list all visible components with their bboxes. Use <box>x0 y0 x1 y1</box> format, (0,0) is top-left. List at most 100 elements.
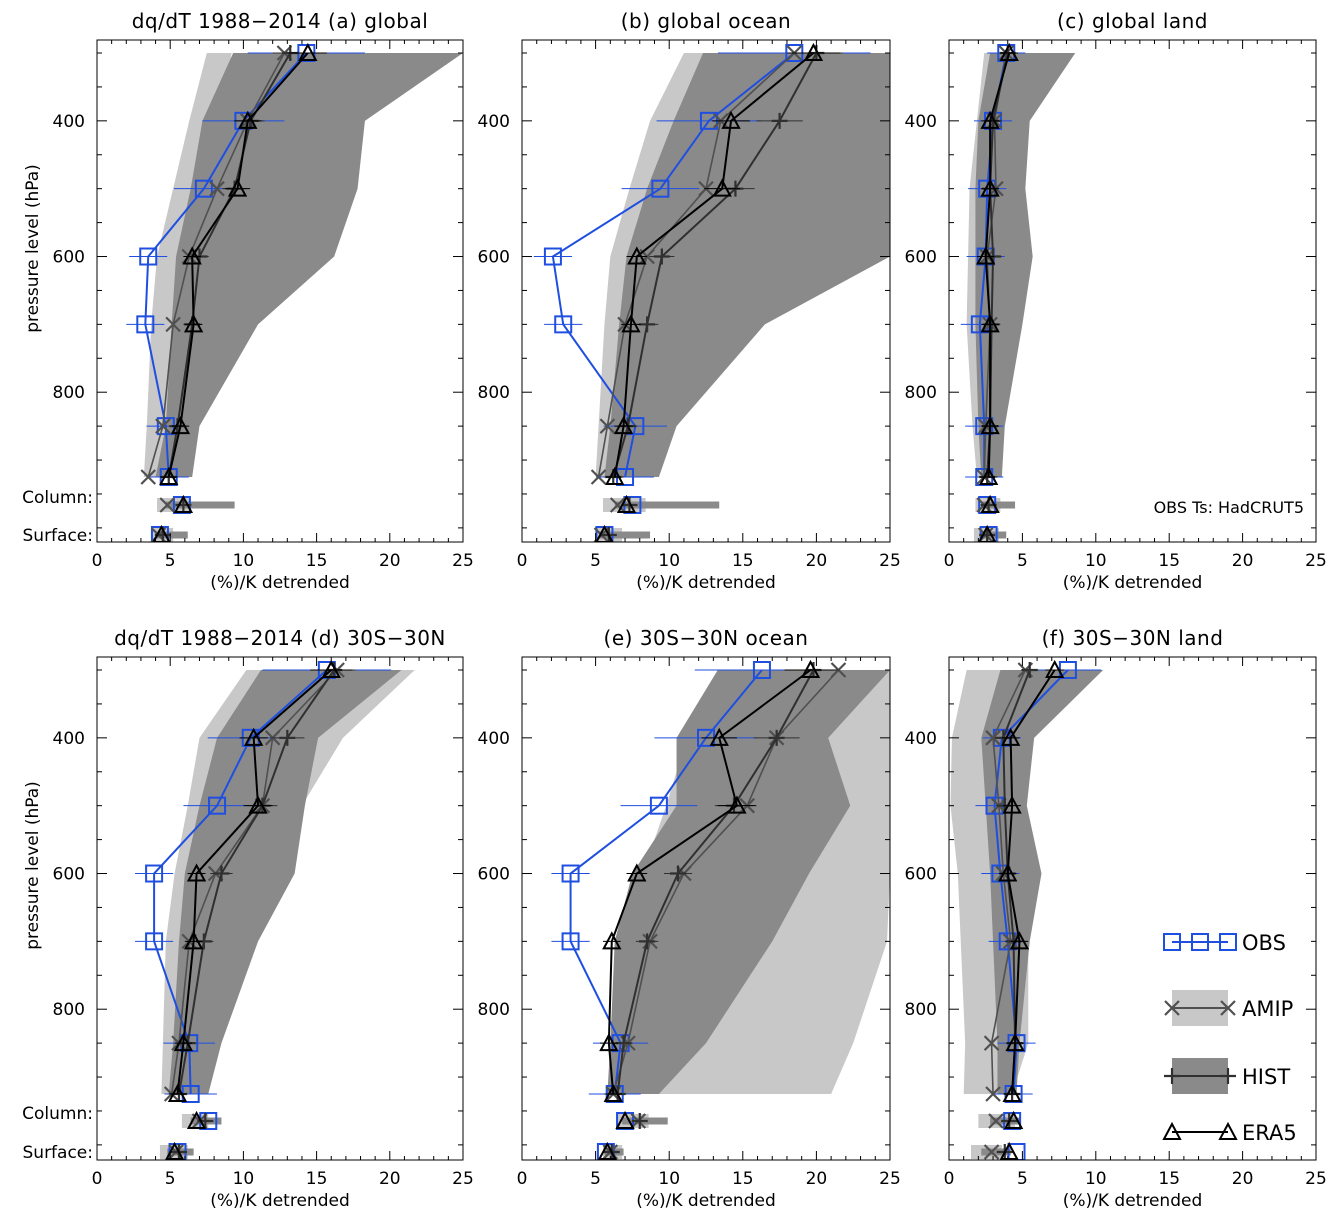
column-hist-range <box>614 501 720 509</box>
y-tick-label: 600 <box>905 248 937 268</box>
legend-label: ERA5 <box>1242 1121 1297 1145</box>
x-axis-label: (%)/K detrended <box>636 1191 776 1211</box>
data-point <box>627 246 647 265</box>
surface-label: Surface: <box>23 1143 94 1163</box>
data-point <box>653 248 670 265</box>
obs-ts-annotation: OBS Ts: HadCRUT5 <box>1154 498 1304 517</box>
y-tick-label: 400 <box>478 112 510 132</box>
data-point <box>248 795 268 814</box>
x-tick-label: 10 <box>658 551 680 571</box>
panel-b: 0 5 10 15 20 25 400 600 800 (b) global ocean (%)/K… <box>478 9 901 593</box>
legend-marker <box>1191 933 1209 951</box>
hist-range <box>155 53 463 477</box>
series-era5 <box>595 42 840 542</box>
y-tick-label: 600 <box>53 865 85 885</box>
x-tick-label: 15 <box>732 551 754 571</box>
data-point <box>800 659 821 678</box>
x-tick-label: 20 <box>379 551 401 571</box>
column-point <box>609 497 626 513</box>
data-point <box>243 727 264 746</box>
legend-marker <box>1164 1000 1180 1016</box>
plot-area <box>950 659 1104 1160</box>
data-point <box>145 864 164 883</box>
x-tick-label: 15 <box>306 551 328 571</box>
data-point <box>170 415 191 435</box>
surface-point <box>152 524 171 542</box>
data-point <box>621 314 641 333</box>
series-era5 <box>998 659 1065 1160</box>
x-axis-label: (%)/K detrended <box>210 1191 350 1211</box>
data-point <box>1009 931 1030 950</box>
series-era5 <box>976 42 1019 542</box>
data-point <box>639 933 656 950</box>
data-point <box>1002 795 1022 814</box>
panel-title: (f) 30S−30N land <box>1042 626 1224 650</box>
data-point <box>167 1083 188 1102</box>
legend: OBS AMIP HIST ERA5 <box>1162 931 1297 1145</box>
x-axis-label: (%)/K detrended <box>1063 573 1203 593</box>
data-point <box>159 466 179 485</box>
x-tick-label: 0 <box>92 551 103 571</box>
surface-hist-range <box>600 531 651 539</box>
legend-marker <box>1219 933 1237 951</box>
data-point <box>194 179 213 198</box>
x-tick-label: 20 <box>1232 1169 1254 1189</box>
x-tick-label: 0 <box>944 1169 955 1189</box>
data-point <box>173 1032 194 1052</box>
x-tick-label: 25 <box>1305 1169 1327 1189</box>
y-tick-label: 800 <box>478 1000 510 1020</box>
x-tick-label: 20 <box>1232 551 1254 571</box>
y-tick-label: 400 <box>53 729 85 749</box>
legend-item-hist: HIST <box>1164 1058 1290 1094</box>
x-tick-label: 15 <box>306 1169 328 1189</box>
data-point <box>976 246 996 265</box>
x-tick-label: 25 <box>879 551 901 571</box>
legend-marker <box>1164 1068 1180 1084</box>
data-point <box>980 178 1000 197</box>
x-tick-label: 25 <box>1305 551 1327 571</box>
x-axis-label: (%)/K detrended <box>210 573 350 593</box>
legend-label: OBS <box>1242 931 1286 955</box>
column-point <box>988 1113 1004 1129</box>
axes-frame <box>521 656 891 1161</box>
legend-marker <box>1220 1000 1236 1016</box>
y-axis-label: pressure level (hPa) <box>23 164 43 333</box>
x-tick-label: 15 <box>1158 1169 1180 1189</box>
series-era5 <box>152 42 327 542</box>
x-tick-label: 5 <box>590 551 601 571</box>
y-tick-label: 800 <box>478 383 510 403</box>
column-point <box>980 494 1000 513</box>
legend-marker <box>1218 1121 1238 1140</box>
data-point <box>182 246 202 265</box>
y-tick-label: 600 <box>478 248 510 268</box>
panel-f: 0 5 10 15 20 25 400 600 800 (f) 30S−30N land (%)/K… <box>905 626 1327 1211</box>
y-tick-label: 400 <box>478 729 510 749</box>
data-point <box>183 931 204 950</box>
x-tick-label: 25 <box>452 1169 474 1189</box>
panel-e: 0 5 10 15 20 25 400 600 800 (e) 30S−30N ocean (%)/… <box>478 626 901 1211</box>
data-point <box>980 110 1000 129</box>
plot-area <box>960 42 1076 542</box>
hist-range <box>607 670 890 1094</box>
x-tick-label: 10 <box>658 1169 680 1189</box>
legend-marker <box>1163 933 1181 951</box>
x-tick-label: 10 <box>1085 551 1107 571</box>
surface-hist-range <box>155 531 188 539</box>
surface-hist-range <box>981 1148 1011 1156</box>
legend-item-era5: ERA5 <box>1162 1121 1297 1145</box>
y-tick-label: 800 <box>905 1000 937 1020</box>
legend-label: HIST <box>1242 1065 1290 1089</box>
panel-title: dq/dT 1988−2014 (d) 30S−30N <box>114 626 446 650</box>
data-point <box>980 314 1000 333</box>
y-tick-label: 800 <box>905 383 937 403</box>
data-point <box>186 863 207 882</box>
legend-marker <box>1162 1121 1182 1140</box>
axes-frame <box>521 39 891 543</box>
data-point <box>803 42 824 61</box>
x-tick-label: 10 <box>1085 1169 1107 1189</box>
data-point <box>771 112 788 129</box>
data-point <box>752 661 771 679</box>
data-point <box>768 729 785 746</box>
data-point <box>599 418 616 434</box>
